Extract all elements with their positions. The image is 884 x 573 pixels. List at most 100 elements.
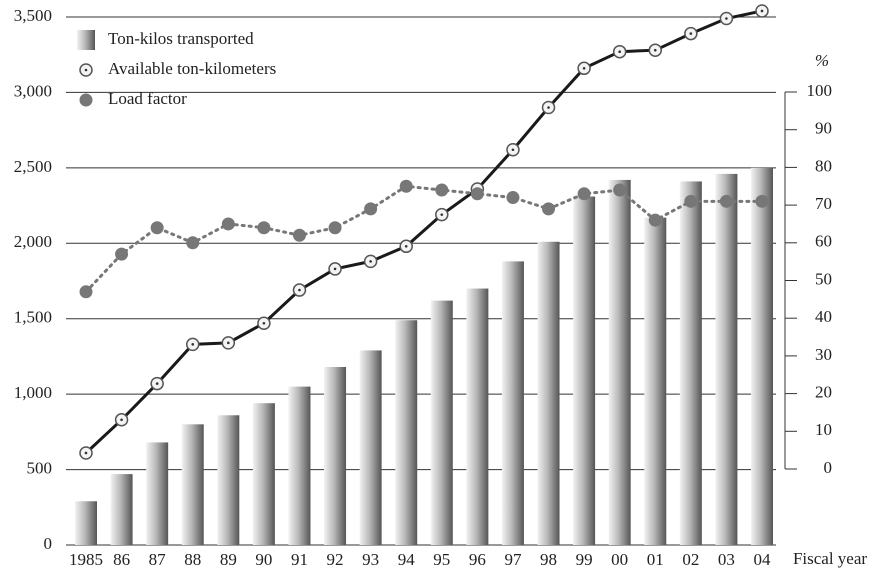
bar	[537, 241, 560, 545]
bar	[110, 474, 133, 545]
bar	[608, 179, 631, 545]
marker-dot	[760, 9, 764, 13]
marker	[470, 187, 484, 201]
marker-dot	[227, 341, 230, 345]
marker-dot	[511, 148, 515, 152]
marker	[328, 221, 342, 235]
bar	[679, 181, 702, 546]
x-tick-label: 90	[255, 550, 272, 569]
y-tick-label: 2,000	[14, 232, 52, 251]
x-tick-label: 1985	[69, 550, 103, 569]
marker	[186, 236, 200, 250]
bar	[715, 173, 738, 546]
x-tick-label: 02	[682, 550, 699, 569]
marker-dot	[404, 245, 408, 248]
y2-tick-label: 90	[815, 119, 832, 138]
marker	[221, 217, 235, 231]
x-tick-label: 87	[149, 550, 167, 569]
y-tick-label: 500	[27, 458, 53, 477]
bar	[324, 366, 347, 545]
y2-tick-label: 10	[815, 420, 832, 439]
marker	[292, 228, 306, 242]
y2-tick-label: 30	[815, 345, 832, 364]
bar	[501, 261, 524, 545]
marker-dot	[440, 213, 444, 216]
marker-dot	[618, 50, 621, 53]
x-tick-label: 89	[220, 550, 237, 569]
y-tick-label: 1,500	[14, 308, 52, 327]
bar	[75, 501, 97, 545]
marker	[257, 221, 271, 235]
marker-dot	[191, 343, 195, 346]
y2-tick-label: 80	[815, 156, 832, 175]
y2-tick-label: 20	[815, 383, 832, 402]
bar	[146, 442, 169, 545]
x-tick-label: 03	[718, 550, 735, 569]
x-tick-label: 97	[504, 550, 522, 569]
y2-tick-label: 50	[815, 269, 832, 288]
marker-dot	[369, 260, 372, 263]
y2-tick-label: 70	[815, 194, 832, 213]
marker-dot	[120, 418, 123, 422]
legend-label: Available ton-kilometers	[108, 59, 276, 78]
marker	[150, 221, 164, 235]
marker	[79, 285, 93, 299]
marker	[684, 194, 698, 208]
y-tick-label: 2,500	[14, 157, 52, 176]
marker	[435, 183, 449, 197]
legend-dot	[84, 68, 88, 72]
bar	[644, 217, 667, 545]
bar	[288, 386, 311, 545]
marker	[577, 187, 591, 201]
bar	[181, 424, 204, 545]
marker	[648, 213, 662, 227]
marker-dot	[262, 321, 266, 325]
y2-tick-label: 0	[824, 458, 833, 477]
marker-dot	[582, 66, 586, 70]
legend-marker	[79, 93, 93, 107]
y-tick-label: 0	[44, 534, 53, 553]
x-tick-label: 00	[611, 550, 628, 569]
marker	[399, 179, 413, 193]
x-tick-label: 92	[327, 550, 344, 569]
x-tick-label: 98	[540, 550, 557, 569]
bar	[466, 288, 489, 545]
x-tick-label: 93	[362, 550, 379, 569]
x-tick-label: 94	[398, 550, 416, 569]
bar	[359, 350, 382, 545]
y2-axis-label: %	[815, 51, 829, 70]
marker-dot	[333, 267, 337, 271]
x-tick-label: 96	[469, 550, 486, 569]
x-tick-label: 88	[184, 550, 201, 569]
bar	[395, 320, 418, 545]
x-tick-label: 91	[291, 550, 308, 569]
bar	[252, 403, 275, 545]
x-axis-label: Fiscal year	[793, 549, 867, 568]
marker-dot	[547, 106, 550, 109]
bar	[430, 300, 453, 545]
y2-tick-label: 40	[815, 307, 832, 326]
marker	[542, 202, 556, 216]
marker-dot	[689, 32, 693, 35]
marker	[613, 183, 627, 197]
y2-tick-label: 100	[807, 81, 833, 100]
x-tick-label: 04	[754, 550, 772, 569]
bar	[751, 167, 773, 545]
legend-swatch	[77, 30, 95, 50]
marker	[115, 247, 129, 261]
y2-tick-label: 60	[815, 232, 832, 251]
marker	[755, 194, 769, 208]
legend-label: Ton-kilos transported	[108, 29, 254, 48]
bar	[217, 415, 240, 545]
marker-dot	[725, 17, 728, 20]
series-line	[84, 184, 764, 294]
y-tick-label: 3,500	[14, 6, 52, 25]
marker-dot	[84, 451, 88, 455]
x-tick-label: 99	[576, 550, 593, 569]
marker	[719, 194, 733, 208]
bar	[573, 196, 596, 545]
marker-dot	[298, 288, 301, 292]
y-tick-label: 3,000	[14, 81, 52, 100]
